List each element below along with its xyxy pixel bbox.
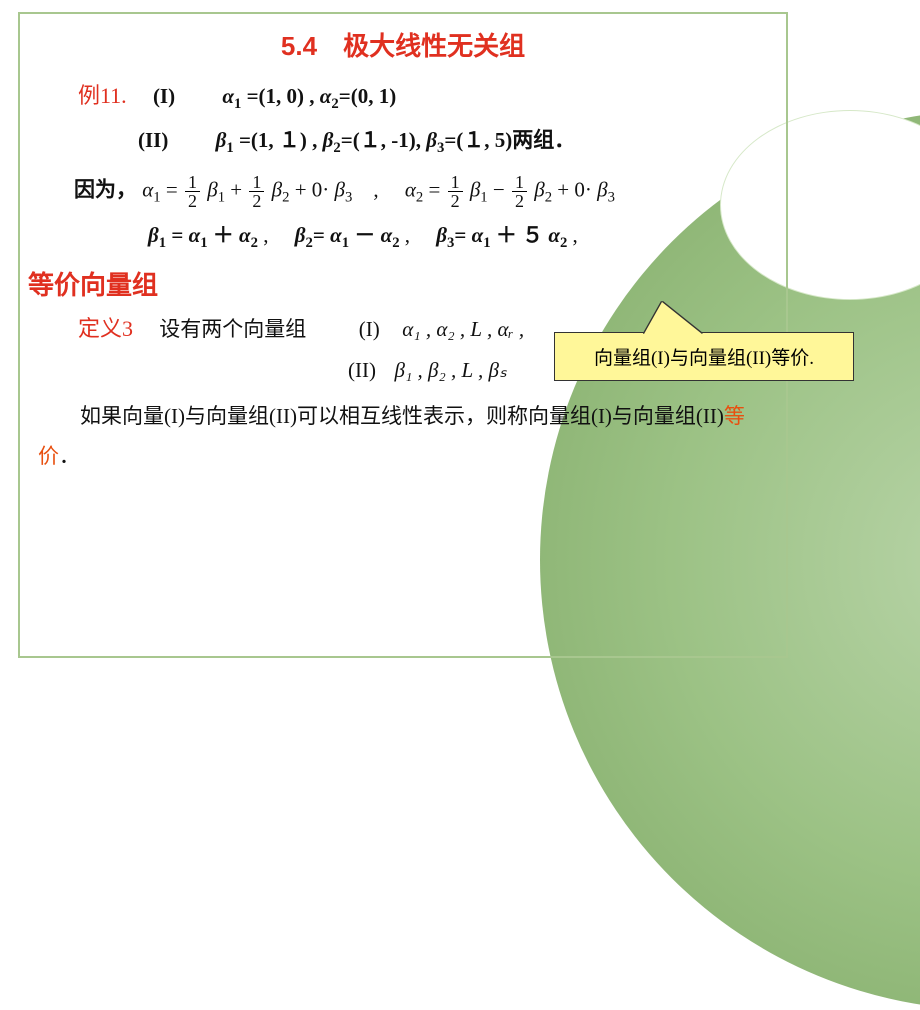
definition-label: 定义3 [78, 316, 133, 341]
beta-relations: β1 = α1 ＋ α2 , β2= α1 － α2 , β3= α1 ＋ ５ … [38, 220, 768, 254]
slide-content: 5.4 极大线性无关组 例11. (I) α1 =(1, 0) , α2=(0,… [18, 12, 788, 658]
callout-arrow-icon [644, 302, 702, 334]
callout-text: 向量组(I)与向量组(II)等价. [554, 332, 854, 381]
definition-paragraph: 如果向量(I)与向量组(II)可以相互线性表示，则称向量组(I)与向量组(II)… [38, 397, 768, 477]
example-line-2: (II) β1 =(1, １) , β2=(１, -1), β3=(１, 5)两… [38, 125, 768, 159]
section-heading: 等价向量组 [28, 265, 768, 302]
group-II-label: (II) [138, 128, 210, 152]
example-line-1: 例11. (I) α1 =(1, 0) , α2=(0, 1) [38, 79, 768, 115]
group-I-label: (I) [132, 84, 217, 108]
slide-title: 5.4 极大线性无关组 [38, 26, 768, 63]
because-line: 因为， α1 = 12 β1 + 12 β2 + 0· β3 , α2 = 12… [38, 173, 768, 210]
callout: 向量组(I)与向量组(II)等价. [554, 332, 854, 381]
example-label: 例11. [78, 83, 127, 108]
